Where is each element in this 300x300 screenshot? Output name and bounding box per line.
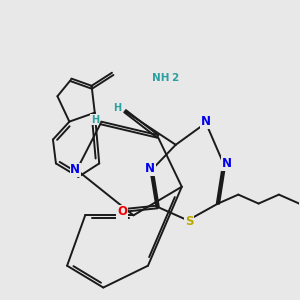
Text: N: N bbox=[145, 162, 155, 175]
Text: N: N bbox=[222, 157, 232, 170]
Text: O: O bbox=[117, 205, 127, 218]
Text: S: S bbox=[185, 215, 194, 228]
Text: NH: NH bbox=[152, 73, 170, 83]
Text: N: N bbox=[70, 164, 80, 176]
Text: H: H bbox=[113, 103, 122, 113]
Text: N: N bbox=[201, 115, 211, 128]
Text: H: H bbox=[91, 115, 99, 125]
Text: 2: 2 bbox=[171, 73, 178, 83]
